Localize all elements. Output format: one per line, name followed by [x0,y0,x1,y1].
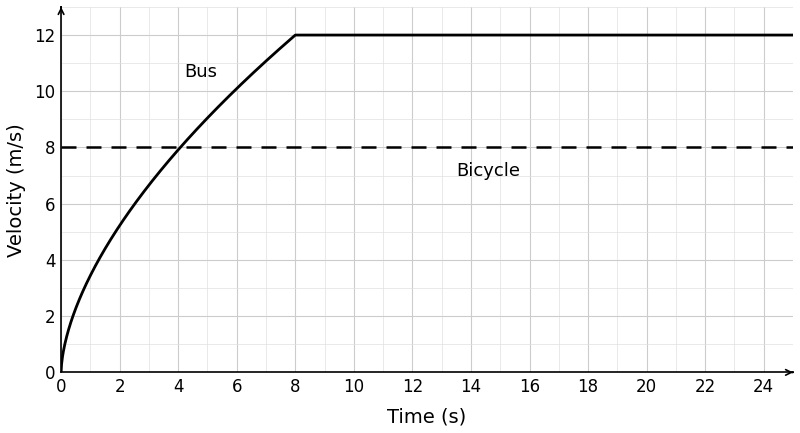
Y-axis label: Velocity (m/s): Velocity (m/s) [7,123,26,256]
Text: Bicycle: Bicycle [456,162,520,180]
Text: Bus: Bus [184,63,217,81]
X-axis label: Time (s): Time (s) [387,407,466,426]
